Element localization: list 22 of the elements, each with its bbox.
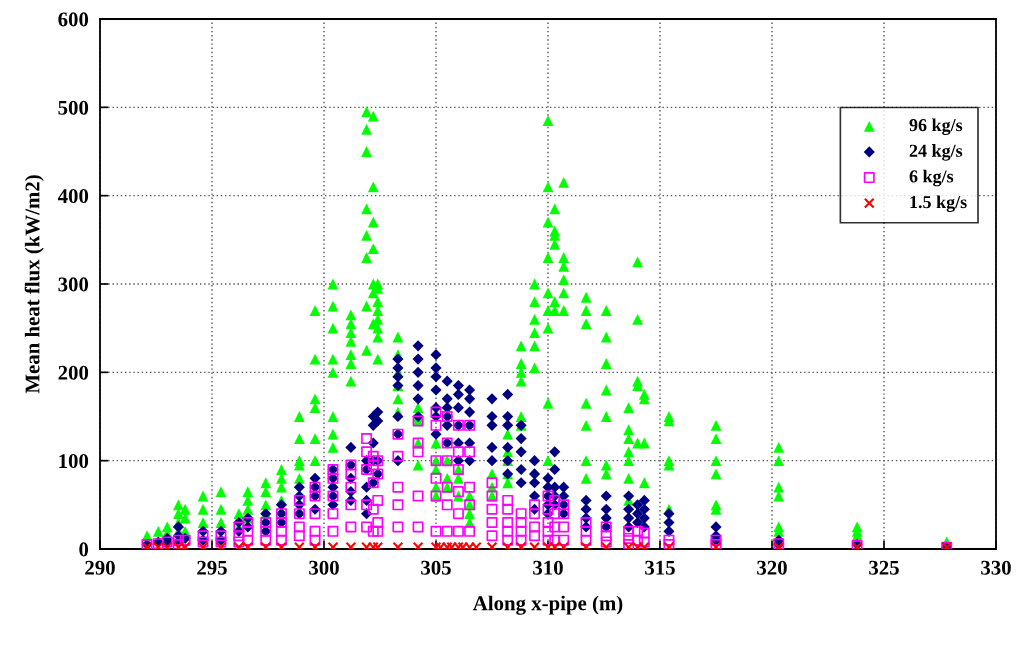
y-tick-label: 0 xyxy=(79,542,89,557)
legend-label: 24 kg/s xyxy=(909,144,963,161)
x-tick-label: 325 xyxy=(869,560,899,575)
x-tick-label: 330 xyxy=(981,560,1011,575)
y-tick-label: 100 xyxy=(59,454,89,469)
y-tick-label: 400 xyxy=(57,189,89,204)
x-tick-label: 320 xyxy=(757,560,787,575)
x-tick-label: 315 xyxy=(645,560,675,575)
x-tick-label: 310 xyxy=(533,560,563,575)
legend-label: 1.5 kg/s xyxy=(910,195,967,212)
x-tick-label: 290 xyxy=(85,560,115,575)
legend-label: 6 kg/s xyxy=(909,169,954,187)
y-tick-label: 300 xyxy=(58,277,89,292)
y-tick-label: 200 xyxy=(58,365,89,380)
y-axis-title: Mean heat flux (kW/m2) xyxy=(24,175,44,394)
x-tick-label: 300 xyxy=(309,560,339,575)
legend-label: 96 kg/s xyxy=(909,118,963,135)
x-tick-label: 305 xyxy=(421,560,451,575)
y-tick-label: 600 xyxy=(58,12,89,27)
y-tick-label: 500 xyxy=(58,100,89,115)
x-axis-title: Along x-pipe (m) xyxy=(472,595,623,615)
x-tick-label: 295 xyxy=(197,560,227,575)
